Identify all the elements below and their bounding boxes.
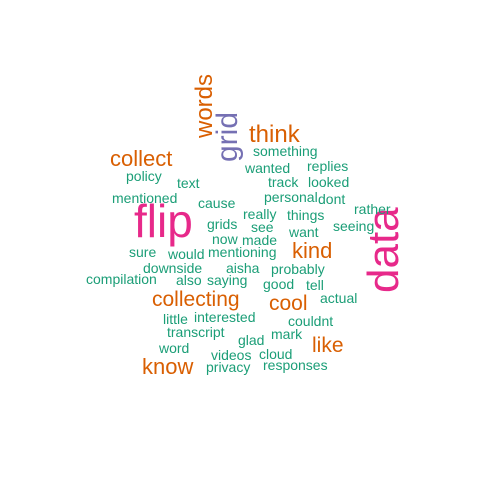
cloud-word-text: text xyxy=(177,175,200,191)
cloud-word-things: things xyxy=(287,207,324,223)
cloud-word-cloud: cloud xyxy=(259,346,292,362)
cloud-word-flip: flip xyxy=(134,195,193,247)
cloud-word-saying: saying xyxy=(207,272,247,288)
cloud-word-wanted: wanted xyxy=(244,160,290,176)
cloud-word-grids: grids xyxy=(207,216,237,232)
cloud-word-mentioned: mentioned xyxy=(112,190,177,206)
cloud-word-glad: glad xyxy=(238,332,264,348)
cloud-word-word: word xyxy=(158,340,189,356)
cloud-word-couldnt: couldnt xyxy=(288,313,333,329)
cloud-word-tell: tell xyxy=(306,277,324,293)
cloud-word-cause: cause xyxy=(198,195,236,211)
cloud-word-really: really xyxy=(243,206,276,222)
cloud-word-privacy: privacy xyxy=(206,359,250,375)
cloud-word-would: would xyxy=(167,246,205,262)
cloud-word-mark: mark xyxy=(271,326,303,342)
cloud-word-aisha: aisha xyxy=(226,260,260,276)
cloud-word-know: know xyxy=(142,354,193,379)
cloud-word-actual: actual xyxy=(320,290,357,306)
cloud-word-little: little xyxy=(163,311,188,327)
cloud-word-track: track xyxy=(268,174,299,190)
cloud-word-transcript: transcript xyxy=(167,324,225,340)
cloud-word-probably: probably xyxy=(271,261,325,277)
cloud-word-policy: policy xyxy=(126,168,162,184)
cloud-word-dont: dont xyxy=(318,191,345,207)
cloud-word-compilation: compilation xyxy=(86,271,157,287)
cloud-word-interested: interested xyxy=(194,309,255,325)
cloud-word-looked: looked xyxy=(308,174,349,190)
cloud-word-now: now xyxy=(212,231,239,247)
cloud-word-personal: personal xyxy=(264,189,318,205)
cloud-word-see: see xyxy=(251,219,274,235)
cloud-word-think: think xyxy=(249,121,301,148)
cloud-word-grid: grid xyxy=(211,112,244,162)
cloud-word-also: also xyxy=(176,272,202,288)
cloud-word-sure: sure xyxy=(129,244,156,260)
cloud-word-data: data xyxy=(359,207,408,293)
cloud-word-like: like xyxy=(312,334,344,357)
cloud-word-made: made xyxy=(242,232,277,248)
cloud-word-want: want xyxy=(288,224,319,240)
cloud-word-mentioning: mentioning xyxy=(208,244,277,260)
cloud-word-videos: videos xyxy=(211,347,251,363)
cloud-word-replies: replies xyxy=(307,158,348,174)
cloud-word-good: good xyxy=(263,276,294,292)
cloud-word-cool: cool xyxy=(269,292,308,315)
cloud-word-collect: collect xyxy=(110,146,172,171)
cloud-word-rather: rather xyxy=(354,201,391,217)
cloud-word-downside: downside xyxy=(143,260,202,276)
cloud-word-collecting: collecting xyxy=(152,288,240,311)
cloud-word-responses: responses xyxy=(263,357,328,373)
cloud-word-words: words xyxy=(191,74,218,139)
cloud-word-kind: kind xyxy=(292,238,332,263)
cloud-word-seeing: seeing xyxy=(333,218,374,234)
cloud-word-something: something xyxy=(253,143,318,159)
